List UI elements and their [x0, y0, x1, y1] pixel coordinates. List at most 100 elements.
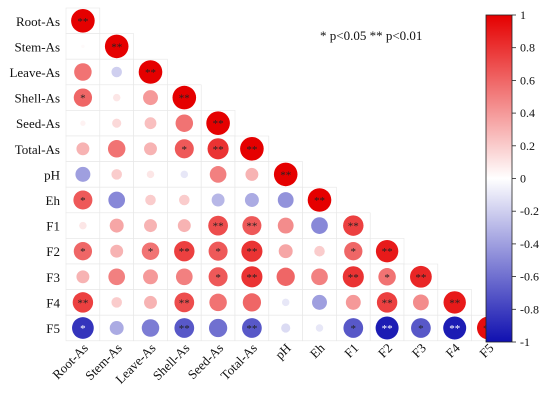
correlation-circle — [174, 318, 195, 338]
correlation-circle — [375, 316, 399, 340]
correlation-circle — [411, 318, 431, 338]
significance-mark: ** — [77, 16, 88, 28]
correlation-circle — [104, 34, 129, 59]
correlation-circle — [179, 194, 190, 206]
correlation-circle — [110, 244, 124, 258]
correlation-circle — [146, 170, 155, 179]
correlation-circle — [112, 118, 122, 128]
correlation-circle — [281, 298, 290, 307]
column-label: F4 — [443, 340, 464, 361]
correlation-circle — [342, 266, 364, 288]
significance-mark: ** — [415, 272, 426, 284]
colorbar-tick-label: -0.2 — [520, 204, 539, 218]
column-label: F5 — [476, 340, 496, 360]
correlation-circle — [145, 194, 156, 206]
correlation-circle — [108, 268, 126, 286]
significance-mark: ** — [213, 144, 224, 156]
correlation-circle — [375, 240, 399, 263]
column-label: F3 — [409, 340, 429, 360]
significance-mark: ** — [348, 221, 359, 233]
row-label: F3 — [46, 270, 60, 285]
significance-mark: ** — [145, 67, 156, 79]
correlation-circle — [141, 319, 160, 337]
correlation-circle — [76, 270, 90, 284]
row-label: F1 — [46, 219, 60, 234]
column-label: F1 — [341, 340, 361, 360]
colorbar-tick-label: -0.8 — [520, 302, 539, 316]
correlation-circle — [207, 138, 229, 160]
correlation-circle — [410, 265, 432, 288]
colorbar-tick-label: 0.2 — [520, 139, 535, 153]
correlation-circle — [144, 142, 157, 156]
significance-mark: * — [215, 246, 221, 258]
correlation-circle — [73, 88, 93, 107]
correlation-circle — [174, 240, 195, 262]
correlation-circle — [107, 140, 126, 158]
correlation-circle — [443, 316, 467, 340]
significance-mark: ** — [449, 297, 460, 309]
correlation-circle — [144, 219, 157, 233]
correlation-circle — [111, 169, 122, 180]
significance-mark: ** — [382, 246, 393, 258]
significance-mark: ** — [111, 41, 122, 53]
correlation-circle — [412, 294, 429, 311]
row-label: Eh — [46, 193, 61, 208]
correlation-circle — [177, 219, 191, 233]
colorbar-tick-label: 0.4 — [520, 106, 535, 120]
correlation-circle — [311, 217, 328, 234]
significance-mark: ** — [179, 323, 190, 335]
correlation-circle — [344, 242, 363, 261]
row-label: F2 — [46, 244, 60, 259]
correlation-circle — [311, 268, 328, 286]
correlation-circle — [211, 193, 225, 207]
correlation-circle — [108, 191, 126, 209]
significance-mark: ** — [246, 272, 257, 284]
colorbar-tick-label: 0 — [520, 172, 526, 186]
correlation-circle — [242, 216, 262, 236]
row-label: Shell-As — [15, 91, 61, 106]
correlation-circle — [174, 292, 195, 313]
cell-bg — [99, 186, 134, 214]
correlation-circle — [75, 166, 91, 182]
row-label: Root-As — [16, 14, 60, 29]
significance-mark: * — [351, 323, 357, 335]
correlation-circle — [378, 268, 396, 286]
significance-mark: * — [80, 323, 86, 335]
correlation-circle — [144, 117, 157, 130]
row-label: F5 — [46, 321, 60, 336]
correlation-circle — [343, 318, 364, 338]
correlation-circle — [174, 139, 194, 159]
correlation-circle — [109, 321, 124, 335]
correlation-circle — [209, 166, 227, 183]
correlation-circle — [180, 170, 189, 179]
correlation-circle — [72, 317, 94, 339]
correlation-circle — [71, 8, 95, 33]
colorbar-tick-label: 1 — [520, 8, 526, 22]
row-label: Total-As — [15, 142, 60, 157]
colorbar-tick-label: -0.4 — [520, 237, 539, 251]
correlation-circle — [312, 294, 327, 310]
correlation-circle — [208, 215, 228, 236]
correlation-circle — [175, 268, 193, 286]
correlation-circle — [314, 245, 325, 257]
correlation-circle — [245, 167, 259, 181]
correlation-circle — [76, 142, 90, 156]
correlation-circle — [208, 318, 228, 338]
correlation-circle — [72, 292, 94, 313]
significance-mark: ** — [382, 323, 393, 335]
correlation-circle — [277, 192, 294, 208]
correlation-circle — [208, 241, 228, 261]
colorbar-tick-label: 0.8 — [520, 41, 535, 55]
row-label: Seed-As — [16, 116, 60, 131]
correlation-circle — [242, 293, 262, 312]
significance-mark: ** — [179, 246, 190, 258]
colorbar-gradient — [485, 14, 513, 343]
correlation-circle — [242, 318, 262, 338]
correlation-circle — [109, 218, 124, 233]
colorbar-tick-label: 0.6 — [520, 73, 535, 87]
correlation-circle — [278, 244, 293, 259]
significance-mark: * — [80, 93, 86, 105]
correlation-circle — [143, 90, 158, 106]
correlation-circle — [244, 193, 259, 207]
row-labels: Root-As Stem-As Leave-As Shell-As Seed-As Tot… — [9, 14, 60, 336]
